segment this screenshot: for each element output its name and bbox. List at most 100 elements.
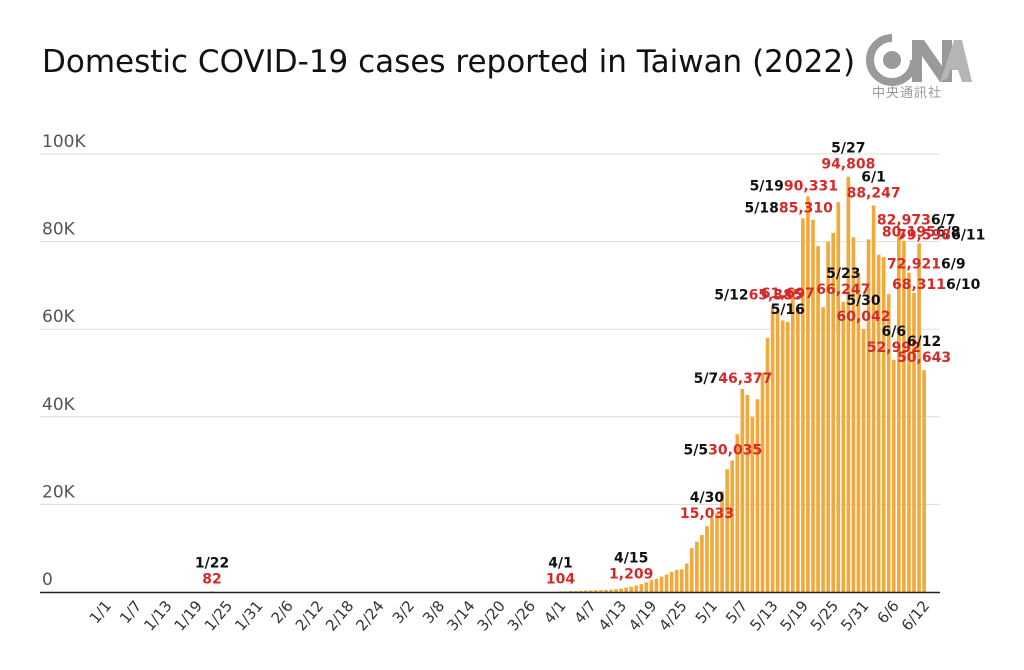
annotation-value: 50,643 xyxy=(897,350,951,366)
annotation-value: 90,331 xyxy=(784,178,838,194)
annotation-value: 72,921 xyxy=(887,257,941,273)
bar xyxy=(755,399,760,592)
annotation-date: 6/7 xyxy=(931,213,956,229)
annotation-value: 82 xyxy=(202,572,221,588)
bar xyxy=(785,321,790,592)
x-tick-label: 1/19 xyxy=(171,597,206,634)
x-tick-label: 1/1 xyxy=(86,597,115,627)
annotation-label: 80,1956/8 xyxy=(882,225,961,241)
annotation-label: 5/1990,331 xyxy=(750,178,838,194)
annotation-date: 5/12 xyxy=(714,288,748,304)
annotation-label: 72,9216/9 xyxy=(887,257,966,273)
bar xyxy=(669,571,674,592)
annotation-value: 82,973 xyxy=(877,213,931,229)
annotation-value: 79,598 xyxy=(897,227,951,243)
annotation-date: 6/9 xyxy=(941,257,966,273)
annotation-date: 4/15 xyxy=(614,551,648,567)
bar xyxy=(720,491,724,592)
annotation-label: 79,5986/11 xyxy=(897,227,985,243)
bar xyxy=(871,205,876,592)
annotation-value: 80,195 xyxy=(882,225,936,241)
bar xyxy=(624,587,628,592)
bar xyxy=(644,582,649,592)
x-tick-label: 1/25 xyxy=(201,597,236,634)
bar xyxy=(594,590,598,592)
bar xyxy=(563,591,568,592)
annotation-date: 6/8 xyxy=(936,225,961,241)
bar xyxy=(634,585,639,592)
bar xyxy=(790,289,795,592)
y-tick-label: 100K xyxy=(42,132,86,152)
bar xyxy=(210,591,214,592)
bar xyxy=(684,563,689,592)
bar xyxy=(664,574,669,592)
annotation-date: 5/19 xyxy=(750,178,784,194)
bar xyxy=(730,460,735,592)
bar xyxy=(912,292,916,592)
bar xyxy=(568,591,573,592)
bar xyxy=(725,469,729,592)
bar xyxy=(760,373,765,592)
x-tick-label: 4/13 xyxy=(595,597,630,634)
bar xyxy=(801,218,805,592)
annotation-date: 6/11 xyxy=(951,227,985,243)
bar xyxy=(649,580,654,592)
y-tick-label: 0 xyxy=(42,570,53,590)
annotation-date: 1/22 xyxy=(195,556,229,572)
bar xyxy=(629,586,634,592)
bar xyxy=(811,219,815,592)
x-tick-label: 5/25 xyxy=(807,597,842,634)
annotation-date: 6/6 xyxy=(881,324,906,340)
x-tick-label: 4/1 xyxy=(540,597,569,627)
x-tick-label: 5/31 xyxy=(837,597,872,634)
annotation-value: 61,697 xyxy=(761,286,815,302)
annotation-date: 5/30 xyxy=(846,293,881,309)
x-tick-label: 1/13 xyxy=(140,597,175,634)
bar xyxy=(876,254,881,593)
x-tick-label: 5/19 xyxy=(777,597,812,634)
annotation-value: 65,385 xyxy=(749,288,803,304)
y-tick-label: 20K xyxy=(42,482,76,502)
bar xyxy=(583,590,588,592)
bar xyxy=(922,370,926,592)
x-tick-label: 2/18 xyxy=(322,597,357,634)
x-tick-label: 5/13 xyxy=(746,597,781,634)
annotation-label: 68,3116/10 xyxy=(892,277,981,293)
annotation-label: 5/1885,310 xyxy=(745,200,834,216)
x-tick-label: 3/26 xyxy=(504,597,539,634)
chart-title: Domestic COVID-19 cases reported in Taiw… xyxy=(42,44,856,80)
bar xyxy=(902,240,906,592)
bar xyxy=(604,589,608,592)
annotation-date: 4/1 xyxy=(548,556,573,572)
annotation-value: 85,310 xyxy=(779,200,833,216)
annotation-date: 6/1 xyxy=(861,169,886,185)
y-tick-label: 60K xyxy=(42,307,76,327)
x-tick-label: 3/14 xyxy=(443,597,478,634)
x-tick-label: 1/31 xyxy=(231,597,266,634)
bar xyxy=(780,320,785,592)
x-tick-label: 3/20 xyxy=(474,597,509,634)
bar xyxy=(614,589,618,592)
annotation-label: 5/1265,385 xyxy=(714,288,802,304)
bar xyxy=(765,337,770,592)
annotation-date: 5/23 xyxy=(826,266,860,282)
x-tick-label: 4/19 xyxy=(625,597,660,634)
bar xyxy=(750,416,755,592)
y-tick-label: 80K xyxy=(42,220,76,240)
bar xyxy=(588,590,593,592)
annotation-value: 60,042 xyxy=(836,309,890,325)
annotation-date: 4/30 xyxy=(690,490,725,506)
bar xyxy=(654,578,659,592)
bar xyxy=(770,305,775,592)
annotation-value: 88,247 xyxy=(847,185,901,201)
bar xyxy=(821,307,825,592)
bar xyxy=(674,570,679,592)
bar xyxy=(619,588,623,592)
bar xyxy=(710,517,714,592)
annotation-date: 5/5 xyxy=(684,442,709,458)
annotation-value: 30,035 xyxy=(708,442,762,458)
bar xyxy=(740,388,745,592)
bar xyxy=(841,301,846,592)
annotation-date: 5/16 xyxy=(771,302,805,318)
